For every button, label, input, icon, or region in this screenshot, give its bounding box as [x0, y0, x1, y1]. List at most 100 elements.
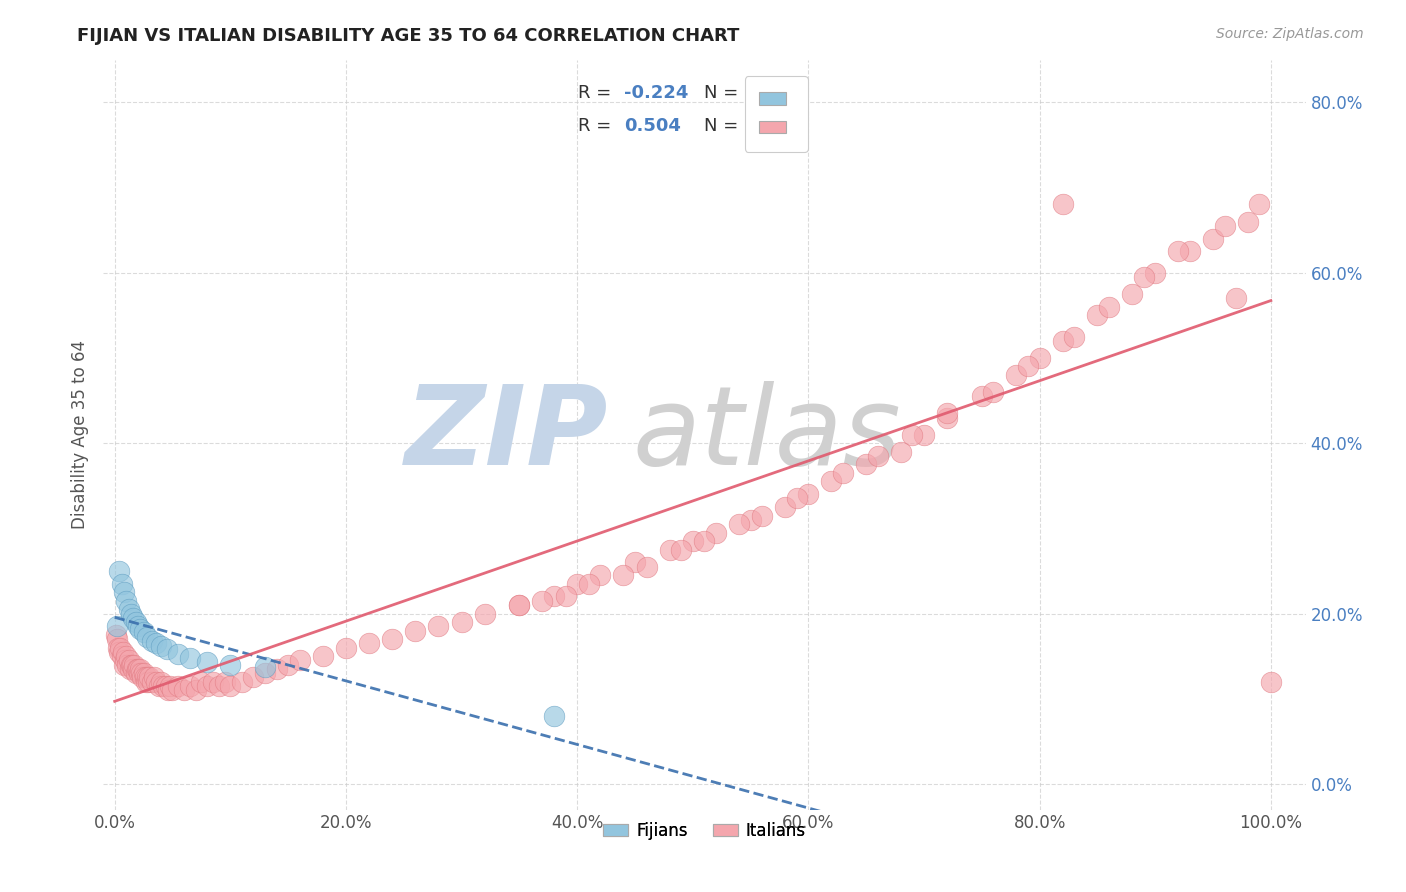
Point: [1236, 214, 1258, 228]
Point: [1144, 266, 1167, 280]
Point: [1132, 269, 1154, 284]
Text: 0.504: 0.504: [624, 117, 681, 135]
Point: [266, 662, 288, 676]
Text: R =: R =: [578, 85, 617, 103]
Point: [167, 679, 190, 693]
Text: -0.224: -0.224: [624, 85, 688, 103]
Point: [531, 593, 554, 607]
Point: [693, 534, 716, 549]
Point: [179, 650, 201, 665]
Point: [936, 410, 959, 425]
Point: [866, 449, 889, 463]
Point: [1087, 308, 1109, 322]
Point: [1202, 231, 1225, 245]
Point: [543, 590, 565, 604]
Point: [122, 662, 145, 676]
Text: 23: 23: [749, 85, 775, 103]
Point: [1178, 244, 1201, 259]
Point: [578, 576, 600, 591]
Point: [136, 631, 159, 645]
Point: [129, 622, 152, 636]
Text: 116: 116: [749, 117, 787, 135]
Point: [115, 593, 138, 607]
Point: [201, 674, 224, 689]
Point: [682, 534, 704, 549]
Point: [125, 662, 148, 676]
Point: [120, 657, 142, 672]
Text: FIJIAN VS ITALIAN DISABILITY AGE 35 TO 64 CORRELATION CHART: FIJIAN VS ITALIAN DISABILITY AGE 35 TO 6…: [77, 27, 740, 45]
Point: [132, 625, 155, 640]
Point: [1052, 197, 1074, 211]
Point: [118, 662, 141, 676]
Text: Source: ZipAtlas.com: Source: ZipAtlas.com: [1216, 27, 1364, 41]
Point: [636, 559, 658, 574]
Point: [751, 508, 773, 523]
Point: [124, 657, 146, 672]
Point: [112, 585, 135, 599]
Point: [1121, 287, 1143, 301]
Point: [152, 679, 174, 693]
Point: [162, 683, 184, 698]
Point: [936, 406, 959, 420]
Point: [312, 649, 335, 664]
Point: [658, 542, 681, 557]
Point: [107, 640, 129, 655]
Point: [508, 598, 530, 612]
Point: [288, 653, 311, 667]
Point: [970, 389, 993, 403]
Point: [624, 555, 647, 569]
Point: [404, 624, 426, 638]
Text: N =: N =: [704, 85, 744, 103]
Legend: Fijians, Italians: Fijians, Italians: [596, 815, 813, 847]
Point: [112, 657, 135, 672]
Point: [173, 683, 195, 698]
Point: [450, 615, 472, 629]
Point: [195, 679, 218, 693]
Point: [131, 670, 153, 684]
Point: [121, 657, 143, 672]
Point: [138, 670, 160, 684]
Point: [149, 639, 172, 653]
Point: [1052, 334, 1074, 348]
Point: [740, 513, 762, 527]
Point: [1028, 351, 1050, 365]
Point: [114, 653, 136, 667]
Point: [128, 666, 150, 681]
Point: [820, 475, 842, 489]
Point: [1017, 359, 1039, 374]
Point: [231, 674, 253, 689]
Point: [122, 611, 145, 625]
Point: [728, 517, 751, 532]
Point: [141, 633, 163, 648]
Point: [127, 662, 149, 676]
Point: [242, 670, 264, 684]
Text: atlas: atlas: [633, 381, 901, 488]
Point: [912, 427, 935, 442]
Point: [129, 666, 152, 681]
Point: [427, 619, 450, 633]
Point: [179, 679, 201, 693]
Point: [335, 640, 357, 655]
Point: [111, 649, 134, 664]
Point: [136, 674, 159, 689]
Point: [277, 657, 299, 672]
Point: [381, 632, 404, 646]
Point: [832, 466, 855, 480]
Point: [156, 642, 179, 657]
Point: [669, 542, 692, 557]
Point: [155, 679, 177, 693]
Point: [797, 487, 820, 501]
Point: [474, 607, 496, 621]
Point: [117, 653, 139, 667]
Point: [195, 655, 218, 669]
Point: [1213, 219, 1236, 233]
Point: [253, 666, 276, 681]
Point: [357, 636, 380, 650]
Point: [124, 666, 146, 681]
Point: [120, 607, 142, 621]
Point: [117, 602, 139, 616]
Point: [786, 491, 808, 506]
Text: N =: N =: [704, 117, 744, 135]
Point: [149, 674, 172, 689]
Point: [108, 645, 131, 659]
